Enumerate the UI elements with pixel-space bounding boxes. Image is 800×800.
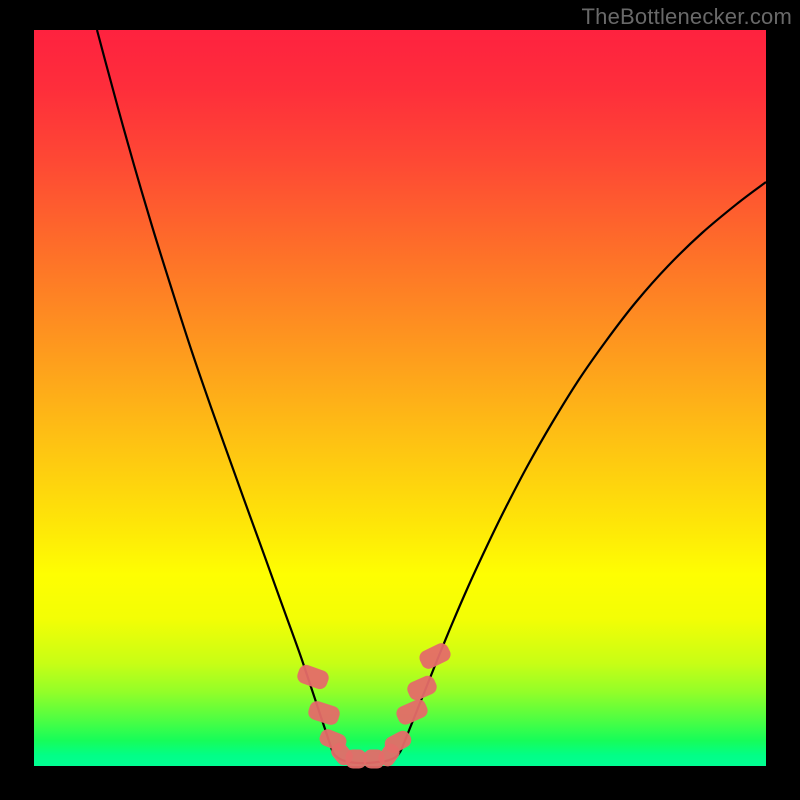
bottleneck-chart-svg (0, 0, 800, 800)
chart-canvas: TheBottlenecker.com (0, 0, 800, 800)
curve-marker (346, 750, 366, 768)
plot-area-gradient-rect (34, 30, 766, 766)
watermark-label: TheBottlenecker.com (582, 4, 792, 30)
